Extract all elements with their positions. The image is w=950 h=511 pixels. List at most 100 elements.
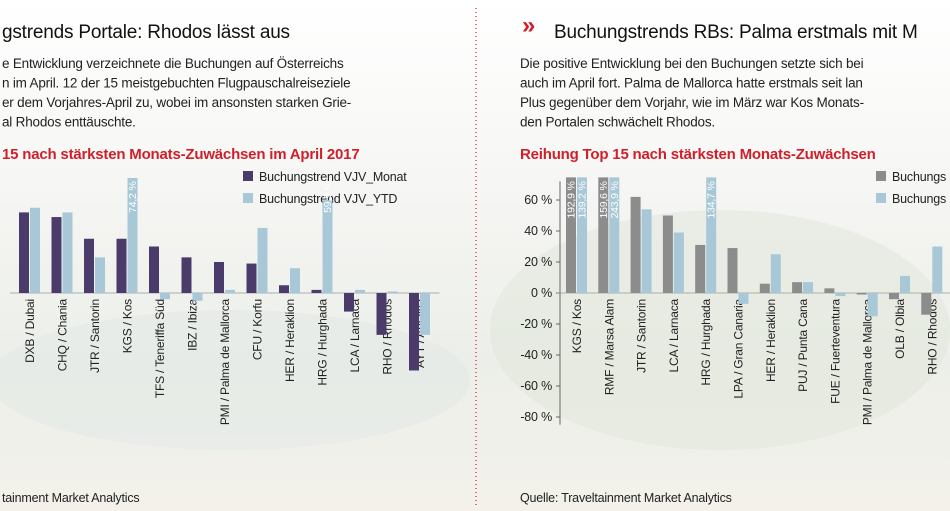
legend-swatch	[876, 171, 886, 181]
value-label: 134,7 %	[706, 181, 718, 218]
bar	[51, 217, 62, 293]
x-tick-label: JTR / Santorin	[635, 299, 649, 373]
bar	[900, 275, 910, 293]
x-tick-label: HRG / Hurghada	[316, 298, 330, 385]
background-photo	[490, 210, 950, 450]
arrow-icon: »	[522, 12, 535, 39]
bar	[641, 209, 652, 293]
background-photo	[0, 310, 470, 450]
chart-subtitle: 15 nach stärksten Monats-Zuwächsen im Ap…	[2, 146, 359, 163]
paragraph-line: al Rhodos enttäuschte.	[2, 115, 136, 130]
x-tick-label: PMI / Palma de Mallorca	[218, 298, 232, 425]
bar	[662, 215, 673, 293]
x-tick-label: LPA / Gran Canaria	[732, 298, 746, 398]
bar	[409, 293, 419, 371]
x-tick-label: KGS / Kos	[121, 299, 135, 353]
paragraph-line: Die positive Entwicklung bei den Buchung…	[520, 56, 864, 71]
bar	[867, 293, 878, 317]
x-tick-label: IBZ / Ibiza	[186, 298, 200, 350]
bar	[835, 293, 846, 297]
bar	[759, 283, 770, 293]
bar	[566, 177, 576, 293]
bar	[257, 227, 268, 293]
bar	[803, 282, 814, 293]
bar	[311, 289, 322, 293]
value-label: 59,9 %	[322, 181, 334, 213]
value-label: 192,9 %	[566, 181, 578, 218]
x-tick-label: RHO / Rhodos	[925, 299, 939, 375]
bar	[30, 207, 40, 293]
bar	[127, 177, 138, 293]
paragraph-line: Plus gegenüber dem Vorjahr, wie im März …	[520, 95, 864, 110]
x-tick-label: PMI / Palma de Mallorca	[861, 298, 875, 425]
bar	[727, 248, 738, 293]
value-label: 139,2 %	[577, 181, 589, 218]
bar	[246, 263, 257, 293]
bar	[420, 293, 430, 335]
bar	[792, 282, 803, 293]
bar	[149, 246, 159, 293]
y-tick-label: 60 %	[524, 193, 552, 207]
bar	[62, 212, 73, 293]
bar	[214, 262, 224, 293]
value-label: 159,6 %	[598, 181, 610, 218]
legend-label: Buchungs	[892, 170, 946, 184]
y-tick-label: -20 %	[520, 317, 552, 331]
bar	[824, 288, 835, 293]
bar	[192, 293, 203, 301]
bar	[856, 293, 867, 295]
panel-title: gstrends Portale: Rhodos lässt aus	[2, 22, 290, 43]
paragraph-line: n im April. 12 der 15 meistgebuchten Flu…	[2, 76, 350, 91]
source: tainment Market Analytics	[2, 491, 139, 505]
bar	[738, 293, 749, 304]
paragraph-line: auch im April fort. Palma de Mallorca ha…	[520, 76, 863, 91]
bar	[160, 293, 170, 300]
x-tick-label: HER / Heraklion	[283, 299, 297, 382]
x-tick-label: CFU / Korfu	[251, 299, 265, 360]
bar	[355, 289, 365, 293]
bar	[695, 244, 706, 293]
x-tick-label: RMF / Marsa Alam	[602, 299, 616, 395]
legend-label: Buchungstrend VJV_YTD	[259, 192, 397, 206]
y-tick-label: -80 %	[520, 410, 552, 424]
x-tick-label: JTR / Santorin	[88, 299, 102, 373]
value-label: 243,9 %	[609, 181, 621, 218]
x-tick-label: HRG / Hurghada	[699, 298, 713, 385]
panel-title: Buchungstrends RBs: Palma erstmals mit M	[554, 22, 918, 43]
bar	[181, 257, 192, 293]
legend-swatch	[243, 171, 253, 181]
bar	[225, 289, 235, 293]
x-tick-label: OLB / Olbia	[893, 298, 907, 358]
bar	[290, 268, 300, 293]
paragraph-line: den Portalen schwächelt Rhodos.	[520, 115, 715, 130]
bar	[19, 212, 29, 293]
x-tick-label: CHQ / Chania	[56, 298, 70, 371]
y-tick-label: 20 %	[524, 255, 552, 269]
paragraph-line: er dem Vorjahres-April zu, wobei im anso…	[2, 95, 351, 110]
x-tick-label: PUJ / Punta Cana	[796, 298, 810, 391]
bar	[95, 257, 105, 293]
source: Quelle: Traveltainment Market Analytics	[520, 491, 732, 505]
x-tick-label: KGS / Kos	[570, 299, 584, 353]
x-tick-label: TFS / Teneriffa Süd	[153, 299, 167, 398]
bar	[921, 293, 932, 315]
x-tick-label: HER / Heraklion	[764, 299, 778, 382]
legend-label: Buchungs	[892, 192, 946, 206]
bar	[706, 177, 717, 293]
bar	[387, 291, 398, 293]
bar	[322, 200, 333, 293]
bar	[279, 285, 289, 293]
legend-swatch	[243, 193, 253, 203]
x-tick-label: LCA / Larnaca	[348, 298, 362, 372]
x-tick-label: DXB / Dubai	[23, 299, 37, 363]
bar	[376, 293, 387, 335]
bar	[344, 293, 354, 312]
bar	[630, 196, 641, 293]
y-tick-label: -40 %	[520, 348, 552, 362]
bar	[673, 232, 684, 293]
bar	[116, 238, 127, 293]
chart-subtitle: Reihung Top 15 nach stärksten Monats-Zuw…	[520, 146, 876, 163]
bar	[932, 246, 943, 293]
bar	[577, 177, 587, 294]
